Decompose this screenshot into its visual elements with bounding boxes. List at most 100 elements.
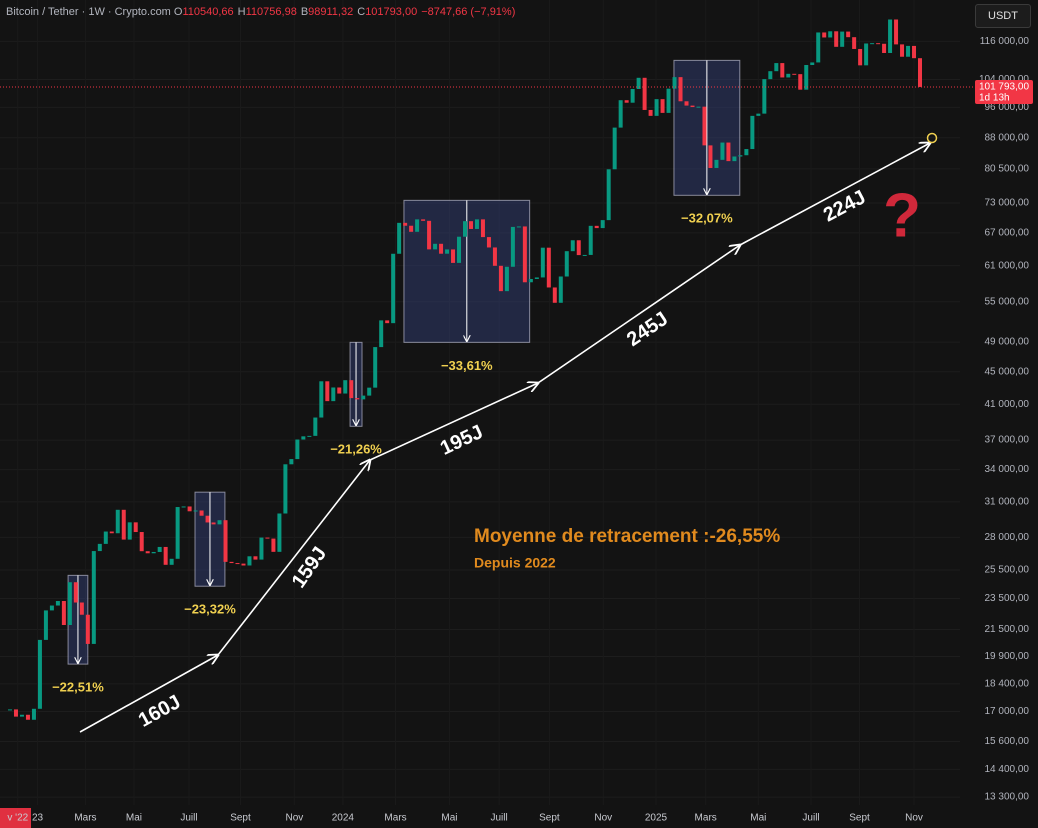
x-tick-label: Sept xyxy=(849,813,870,824)
candle xyxy=(696,106,701,108)
candle xyxy=(612,127,617,170)
y-tick-label: 18 400,00 xyxy=(985,678,1030,689)
ohlc-value: 101793,00 xyxy=(365,6,418,18)
candle xyxy=(600,220,605,229)
candle xyxy=(121,509,126,540)
candle xyxy=(714,159,719,168)
candle xyxy=(409,225,414,232)
candle xyxy=(636,77,641,89)
candle xyxy=(906,45,911,57)
note-title: Moyenne de retracement :-26,55% xyxy=(474,526,780,547)
candle xyxy=(528,278,533,283)
candle xyxy=(91,551,96,644)
candle xyxy=(211,522,216,525)
candle xyxy=(576,240,581,256)
candle xyxy=(385,320,390,324)
candle xyxy=(433,243,438,250)
candle xyxy=(918,58,922,87)
candle xyxy=(504,266,509,292)
candle xyxy=(588,225,593,255)
y-tick-label: 45 000,00 xyxy=(985,366,1030,377)
candle xyxy=(786,73,791,78)
x-tick-label: Mars xyxy=(695,813,717,824)
candle xyxy=(103,531,108,544)
trend-arrow xyxy=(739,143,930,246)
candle xyxy=(642,77,647,110)
trend-arrows xyxy=(79,132,938,733)
candle xyxy=(834,31,839,47)
candle xyxy=(732,156,737,162)
y-tick-label: 19 900,00 xyxy=(985,651,1030,662)
price-tag xyxy=(975,79,1033,104)
x-tick-label: Nov xyxy=(594,813,612,824)
candle xyxy=(217,520,222,525)
candle xyxy=(564,251,569,277)
candle xyxy=(474,219,479,229)
candle xyxy=(594,225,599,229)
duration-label: 224J xyxy=(820,186,870,226)
candle xyxy=(97,543,102,552)
candle xyxy=(828,31,833,38)
candle xyxy=(630,88,635,103)
candle xyxy=(8,709,12,711)
candle xyxy=(133,522,138,533)
ohlc-key: C xyxy=(357,6,366,18)
candle xyxy=(229,561,234,564)
candle xyxy=(187,506,192,512)
candle xyxy=(403,222,408,226)
candle xyxy=(85,614,90,644)
candle xyxy=(756,113,761,116)
duration-label: 245J xyxy=(623,308,672,351)
candle xyxy=(624,100,629,103)
x-tick-label: Mai xyxy=(441,813,457,824)
candle xyxy=(702,106,707,146)
candle xyxy=(468,221,473,229)
candle xyxy=(373,347,378,388)
y-tick-label: 25 500,00 xyxy=(985,565,1030,576)
candle xyxy=(798,74,803,90)
candle xyxy=(492,247,497,266)
candle xyxy=(361,395,366,400)
candle xyxy=(744,149,749,156)
candle xyxy=(79,602,84,615)
y-tick-label: 88 000,00 xyxy=(985,132,1030,143)
candle xyxy=(349,380,354,399)
x-tick-label: Juill xyxy=(180,813,197,824)
candle xyxy=(654,99,659,116)
candle xyxy=(37,639,42,709)
retracement-label: −21,26% xyxy=(330,442,382,457)
candle xyxy=(678,77,683,102)
candle xyxy=(552,287,557,303)
candle xyxy=(421,219,426,221)
y-tick-label: 14 400,00 xyxy=(985,764,1030,775)
y-tick-label: 61 000,00 xyxy=(985,260,1030,271)
candle xyxy=(445,249,450,254)
x-tick-label: Mars xyxy=(74,813,96,824)
trend-arrow xyxy=(537,245,740,384)
x-tick-label: Nov xyxy=(285,813,303,824)
candle xyxy=(205,515,210,523)
retracement-label: −23,32% xyxy=(184,602,236,617)
candle xyxy=(325,381,330,402)
candle xyxy=(810,62,815,66)
candle xyxy=(139,532,144,552)
ohlc-key: O xyxy=(173,6,183,18)
candle xyxy=(343,380,348,394)
candle xyxy=(684,101,689,106)
candle xyxy=(864,43,869,66)
y-tick-label: 55 000,00 xyxy=(985,296,1030,307)
candle xyxy=(61,601,66,625)
candle xyxy=(780,63,785,78)
candle xyxy=(145,551,150,554)
candle xyxy=(307,435,312,437)
candle xyxy=(510,226,515,267)
candle xyxy=(463,221,467,237)
y-tick-label: 96 000,00 xyxy=(985,102,1030,113)
x-tick-label: Sept xyxy=(539,813,560,824)
currency-button[interactable]: USDT xyxy=(975,4,1031,28)
candle xyxy=(259,537,264,560)
ohlc-key: H xyxy=(237,6,246,18)
candle xyxy=(247,556,252,566)
x-tick-label: Mai xyxy=(750,813,766,824)
